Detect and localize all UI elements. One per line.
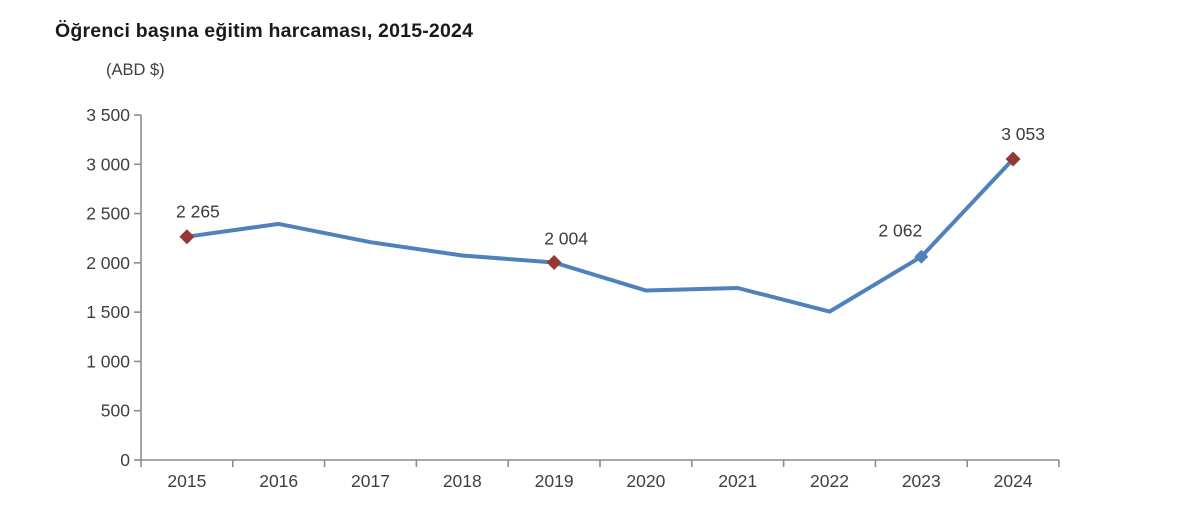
x-tick-label-2020: 2020 xyxy=(626,471,665,491)
chart-title: Öğrenci başına eğitim harcaması, 2015-20… xyxy=(55,20,474,42)
point-marker-2015 xyxy=(179,229,195,245)
y-tick-label-3500: 3 500 xyxy=(86,105,130,125)
x-tick-label-2023: 2023 xyxy=(902,471,941,491)
y-tick-label-500: 500 xyxy=(101,401,130,421)
x-tick-label-2024: 2024 xyxy=(994,471,1033,491)
series-line xyxy=(184,157,1016,314)
y-axis-unit-label: (ABD $) xyxy=(106,61,165,79)
y-tick-label-3000: 3 000 xyxy=(86,154,130,174)
x-tick-label-2015: 2015 xyxy=(167,471,206,491)
y-tick-label-1500: 1 500 xyxy=(86,302,130,322)
x-tick-label-2021: 2021 xyxy=(718,471,757,491)
x-tick-label-2019: 2019 xyxy=(535,471,574,491)
point-marker-2023 xyxy=(914,249,929,264)
point-label-2015: 2 265 xyxy=(176,202,220,222)
x-tick-label-2022: 2022 xyxy=(810,471,849,491)
point-marker-2024 xyxy=(1005,151,1021,167)
x-tick-label-2017: 2017 xyxy=(351,471,390,491)
x-tick-label-2018: 2018 xyxy=(443,471,482,491)
x-tick-label-2016: 2016 xyxy=(259,471,298,491)
y-tick-label-2000: 2 000 xyxy=(86,253,130,273)
y-tick-label-1000: 1 000 xyxy=(86,351,130,371)
point-marker-2019 xyxy=(546,254,562,270)
point-label-2019: 2 004 xyxy=(544,228,588,248)
y-tick-label-2500: 2 500 xyxy=(86,204,130,224)
point-label-2024: 3 053 xyxy=(1001,124,1045,144)
y-tick-label-0: 0 xyxy=(120,450,130,470)
point-label-2023: 2 062 xyxy=(878,221,922,241)
